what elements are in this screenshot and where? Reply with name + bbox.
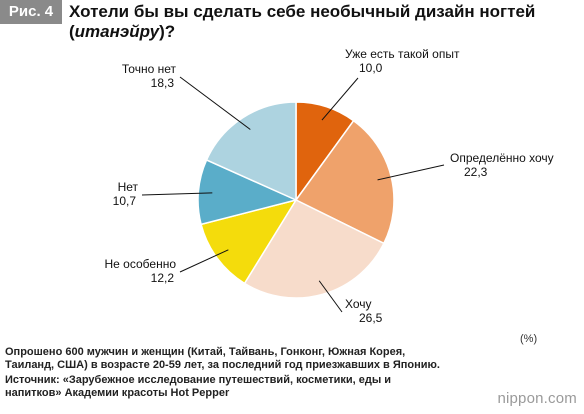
slice-label: Определённо хочу [450, 151, 554, 165]
slice-value: 26,5 [359, 311, 383, 325]
survey-note: Опрошено 600 мужчин и женщин (Китай, Тай… [5, 346, 440, 371]
leader-line [318, 280, 343, 313]
nippon-logo: nippon.com [497, 390, 577, 407]
slice-label: Уже есть такой опыт [345, 47, 460, 61]
slice-value: 10,0 [359, 61, 383, 75]
slice-label: Хочу [345, 297, 372, 311]
slice-value: 12,2 [151, 271, 175, 285]
figure-badge: Рис. 4 [0, 0, 62, 24]
leader-line [179, 249, 229, 273]
title-close-paren: )? [159, 22, 176, 41]
unit-label: (%) [520, 333, 538, 345]
slice-label: Точно нет [122, 62, 177, 76]
notes: Опрошено 600 мужчин и женщин (Китай, Тай… [5, 346, 445, 400]
slice-label: Не особенно [105, 257, 177, 271]
pie-slice [243, 199, 385, 299]
slice-value: 18,3 [151, 76, 175, 90]
leader-line [179, 76, 251, 130]
leader-line [377, 164, 445, 181]
slice-value: 22,3 [464, 165, 488, 179]
pie-slice [205, 101, 297, 202]
slice-label: Нет [118, 180, 139, 194]
title-open-paren: ( [69, 22, 75, 41]
pie-slice [200, 198, 298, 285]
chart-title-line-2: (итанэйру)? [69, 22, 175, 42]
slice-value: 10,7 [113, 194, 137, 208]
source-note: Источник: «Зарубежное исследование путеш… [5, 374, 392, 399]
leader-line [141, 192, 213, 196]
leader-line [321, 77, 359, 121]
chart-title-line-1: Хотели бы вы сделать себе необычный диза… [69, 2, 536, 21]
title-italic-term: итанэйру [74, 22, 160, 41]
